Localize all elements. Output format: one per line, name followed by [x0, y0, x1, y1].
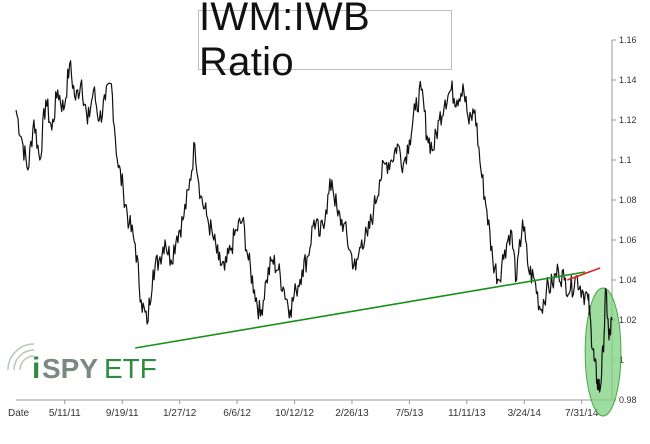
- logo-i: i: [32, 352, 40, 385]
- y-tick-label: 1.04: [619, 275, 637, 285]
- logo-etf: ETF: [104, 353, 157, 384]
- x-tick-label: 6/6/12: [223, 408, 251, 419]
- x-tick-label: 11/11/13: [448, 408, 486, 419]
- y-tick-label: 1.1: [619, 155, 632, 165]
- chart-title-box: IWM:IWB Ratio: [198, 0, 452, 84]
- y-tick-label: 1.12: [619, 115, 637, 125]
- ispyetf-logo: i SPY ETF: [7, 343, 157, 385]
- y-tick-label: 1.06: [619, 235, 637, 245]
- x-tick-label: 2/26/13: [335, 408, 369, 419]
- chart-title: IWM:IWB Ratio: [199, 0, 370, 84]
- x-axis-label: Date: [8, 408, 30, 419]
- x-tick-label: 3/24/14: [508, 408, 542, 419]
- logo-arc: [13, 349, 35, 371]
- x-tick-label: 1/27/12: [163, 408, 197, 419]
- y-tick-label: 1.14: [619, 75, 637, 85]
- x-tick-label: 9/19/11: [106, 408, 139, 419]
- logo-spy: SPY: [42, 353, 98, 384]
- x-tick-label: 10/12/12: [275, 408, 314, 419]
- y-tick-label: 1.08: [619, 195, 637, 205]
- resistance-trendline: [567, 267, 601, 281]
- series-lines: [15, 60, 613, 393]
- x-tick-label: 7/5/13: [396, 408, 424, 419]
- support-trendline: [135, 271, 586, 349]
- y-tick-label: 1: [619, 355, 624, 365]
- y-tick-label: 0.98: [619, 395, 637, 405]
- y-tick-label: 1.16: [619, 35, 637, 45]
- logo-arc: [7, 343, 35, 371]
- ratio-series-line: [15, 60, 613, 393]
- logo-arc: [19, 355, 35, 371]
- x-tick-label: 5/11/11: [49, 408, 81, 419]
- x-tick-label: 7/31/14: [565, 408, 599, 419]
- y-tick-label: 1.02: [619, 315, 637, 325]
- axis-ticks: 0.98 1 1.02 1.04 1.06 1.08 1.1 1.12 1.14 1.16 Date…: [8, 35, 637, 419]
